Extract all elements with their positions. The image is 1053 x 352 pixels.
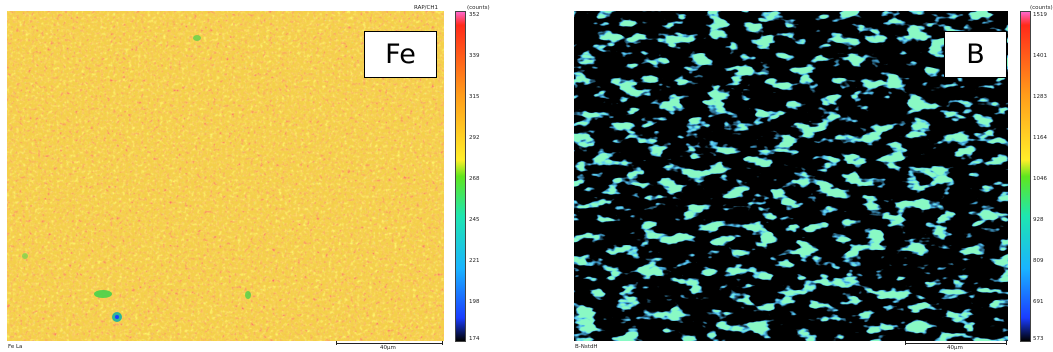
fe-scale-bar (336, 343, 442, 344)
fe-tick: 245 (469, 217, 480, 223)
fe-tick: 221 (469, 258, 480, 264)
fe-tick: 268 (469, 176, 480, 182)
fe-tick: 339 (469, 53, 480, 59)
fe-tick: 174 (469, 336, 480, 342)
b-unit-label: (counts) (1030, 5, 1053, 11)
fe-element-label-box: Fe (364, 31, 437, 78)
b-element-map (574, 11, 1008, 341)
b-tick: 1283 (1033, 94, 1047, 100)
fe-channel-label: RAP/CH1 (414, 5, 439, 11)
b-scale-label: 40µm (947, 345, 963, 351)
fe-scale-label: 40µm (380, 345, 396, 351)
fe-unit-label: (counts) (467, 5, 490, 11)
fe-signal-label: Fe La (8, 344, 23, 350)
fe-tick: 352 (469, 12, 480, 18)
b-tick: 928 (1033, 217, 1044, 223)
fe-tick: 315 (469, 94, 480, 100)
b-tick: 1164 (1033, 135, 1047, 141)
fe-tick: 292 (469, 135, 480, 141)
b-tick: 691 (1033, 299, 1044, 305)
b-scale-bar (905, 343, 1006, 344)
fe-low-spots (22, 35, 251, 322)
b-tick: 809 (1033, 258, 1044, 264)
b-tick: 1519 (1033, 12, 1047, 18)
b-element-label: B (966, 39, 985, 70)
fe-element-label: Fe (385, 39, 416, 70)
fe-tick: 198 (469, 299, 480, 305)
b-tick: 573 (1033, 336, 1044, 342)
b-tick: 1046 (1033, 176, 1047, 182)
b-signal-label: B-NstdH (575, 344, 598, 350)
b-colorbar (1020, 11, 1031, 342)
fe-colorbar (455, 11, 466, 342)
b-element-label-box: B (944, 31, 1007, 78)
b-tick: 1401 (1033, 53, 1047, 59)
